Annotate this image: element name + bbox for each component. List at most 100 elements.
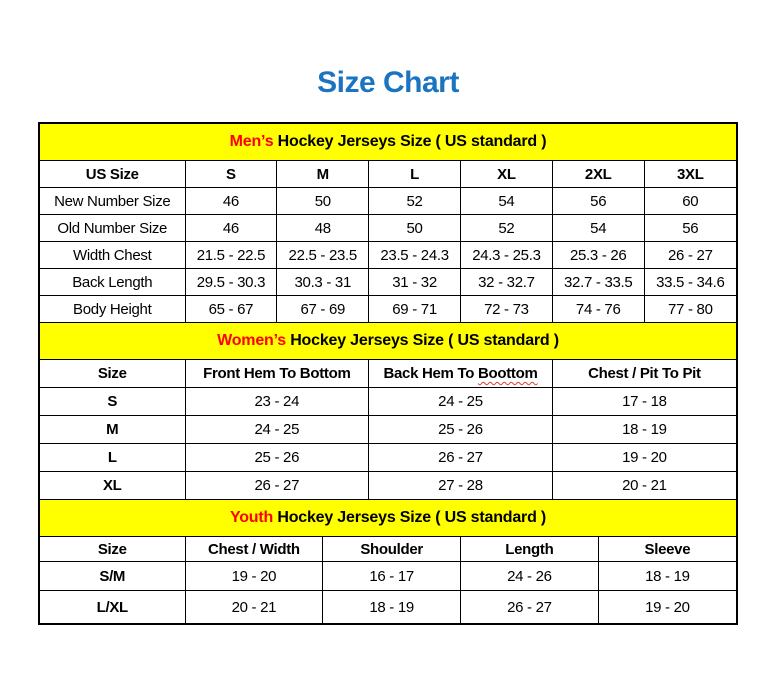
mens-col-header: US Size [39, 160, 186, 188]
mens-cell: 26 - 27 [643, 241, 737, 269]
womens-row-label: M [39, 415, 186, 444]
mens-cell: 72 - 73 [459, 295, 553, 323]
womens-row-label: S [39, 387, 186, 416]
table-row: L/XL 20 - 21 18 - 19 26 - 27 19 - 20 [39, 590, 737, 624]
mens-cell: 56 [551, 187, 645, 215]
youth-cell: 26 - 27 [460, 590, 599, 624]
youth-cell: 19 - 20 [184, 561, 324, 591]
table-row: S 23 - 24 24 - 25 17 - 18 [39, 387, 737, 416]
womens-cell: 24 - 25 [184, 415, 370, 444]
mens-cell: 67 - 69 [276, 295, 370, 323]
youth-col-header: Size [39, 536, 186, 562]
womens-cell: 17 - 18 [551, 387, 737, 416]
womens-section-header: Women’s Hockey Jerseys Size ( US standar… [40, 322, 736, 360]
table-row: M 24 - 25 25 - 26 18 - 19 [39, 415, 737, 444]
womens-col-header: Chest / Pit To Pit [551, 359, 737, 388]
mens-cell: 29.5 - 30.3 [184, 268, 278, 296]
mens-cell: 54 [459, 187, 553, 215]
mens-cell: 52 [459, 214, 553, 242]
womens-col-header-back-misspelled: Boottom [477, 365, 538, 382]
mens-cell: 46 [184, 187, 278, 215]
youth-cell: 18 - 19 [322, 590, 461, 624]
womens-row-label: XL [39, 471, 186, 500]
mens-row-label: Body Height [39, 295, 186, 323]
youth-cell: 18 - 19 [597, 561, 737, 591]
mens-cell: 30.3 - 31 [276, 268, 370, 296]
youth-header-row: Size Chest / Width Shoulder Length Sleev… [39, 536, 737, 562]
mens-cell: 50 [276, 187, 370, 215]
womens-cell: 26 - 27 [368, 443, 553, 472]
page-title: Size Chart [317, 66, 459, 99]
table-row: Body Height 65 - 67 67 - 69 69 - 71 72 -… [39, 295, 737, 323]
mens-section-header: Men’s Hockey Jerseys Size ( US standard … [40, 124, 736, 161]
youth-row-label: L/XL [39, 590, 186, 624]
womens-cell: 25 - 26 [368, 415, 553, 444]
mens-cell: 65 - 67 [184, 295, 278, 323]
womens-cell: 26 - 27 [184, 471, 370, 500]
mens-cell: 33.5 - 34.6 [643, 268, 737, 296]
youth-section-header: Youth Hockey Jerseys Size ( US standard … [40, 499, 736, 537]
womens-cell: 23 - 24 [184, 387, 370, 416]
womens-col-header-back-prefix: Back Hem To [383, 365, 478, 382]
mens-row-label: Width Chest [39, 241, 186, 269]
womens-cell: 25 - 26 [184, 443, 370, 472]
womens-section-highlight: Women’s [217, 332, 286, 349]
mens-cell: 69 - 71 [368, 295, 461, 323]
youth-col-header: Sleeve [597, 536, 737, 562]
mens-cell: 77 - 80 [643, 295, 737, 323]
youth-col-header: Length [460, 536, 599, 562]
mens-row-label: Back Length [39, 268, 186, 296]
womens-cell: 20 - 21 [551, 471, 737, 500]
table-row: XL 26 - 27 27 - 28 20 - 21 [39, 471, 737, 500]
table-row: S/M 19 - 20 16 - 17 24 - 26 18 - 19 [39, 561, 737, 591]
youth-col-header: Shoulder [322, 536, 461, 562]
mens-cell: 22.5 - 23.5 [276, 241, 370, 269]
mens-cell: 25.3 - 26 [551, 241, 645, 269]
womens-size-table: Size Front Hem To Bottom Back Hem To Boo… [39, 359, 737, 500]
womens-cell: 19 - 20 [551, 443, 737, 472]
mens-cell: 54 [551, 214, 645, 242]
mens-header-row: US Size S M L XL 2XL 3XL [39, 160, 737, 188]
table-row: L 25 - 26 26 - 27 19 - 20 [39, 443, 737, 472]
womens-col-header: Front Hem To Bottom [184, 359, 370, 388]
youth-cell: 19 - 20 [597, 590, 737, 624]
mens-cell: 24.3 - 25.3 [459, 241, 553, 269]
mens-size-table: US Size S M L XL 2XL 3XL New Number Size… [39, 160, 737, 323]
womens-header-row: Size Front Hem To Bottom Back Hem To Boo… [39, 359, 737, 388]
mens-cell: 32.7 - 33.5 [551, 268, 645, 296]
womens-section-title-rest: Hockey Jerseys Size ( US standard ) [285, 332, 559, 349]
mens-cell: 23.5 - 24.3 [368, 241, 461, 269]
youth-row-label: S/M [39, 561, 186, 591]
mens-section-highlight: Men’s [229, 133, 274, 150]
youth-cell: 20 - 21 [184, 590, 324, 624]
mens-cell: 32 - 32.7 [459, 268, 553, 296]
mens-col-header: M [276, 160, 370, 188]
youth-cell: 24 - 26 [460, 561, 599, 591]
mens-cell: 48 [276, 214, 370, 242]
womens-col-header: Size [39, 359, 186, 388]
womens-cell: 24 - 25 [368, 387, 553, 416]
mens-cell: 31 - 32 [368, 268, 461, 296]
table-row: Width Chest 21.5 - 22.5 22.5 - 23.5 23.5… [39, 241, 737, 269]
table-row: Old Number Size 46 48 50 52 54 56 [39, 214, 737, 242]
mens-col-header: 2XL [551, 160, 645, 188]
womens-cell: 18 - 19 [551, 415, 737, 444]
mens-cell: 21.5 - 22.5 [184, 241, 278, 269]
mens-col-header: XL [459, 160, 553, 188]
youth-cell: 16 - 17 [322, 561, 461, 591]
mens-row-label: New Number Size [39, 187, 186, 215]
youth-size-table: Size Chest / Width Shoulder Length Sleev… [39, 536, 737, 624]
mens-col-header: L [368, 160, 461, 188]
womens-col-header: Back Hem To Boottom [368, 359, 553, 388]
mens-cell: 52 [368, 187, 461, 215]
table-row: New Number Size 46 50 52 54 56 60 [39, 187, 737, 215]
table-row: Back Length 29.5 - 30.3 30.3 - 31 31 - 3… [39, 268, 737, 296]
youth-section-title-rest: Hockey Jerseys Size ( US standard ) [273, 509, 547, 526]
mens-row-label: Old Number Size [39, 214, 186, 242]
youth-col-header: Chest / Width [184, 536, 324, 562]
mens-section-title-rest: Hockey Jerseys Size ( US standard ) [273, 133, 547, 150]
womens-row-label: L [39, 443, 186, 472]
mens-cell: 60 [643, 187, 737, 215]
mens-cell: 46 [184, 214, 278, 242]
